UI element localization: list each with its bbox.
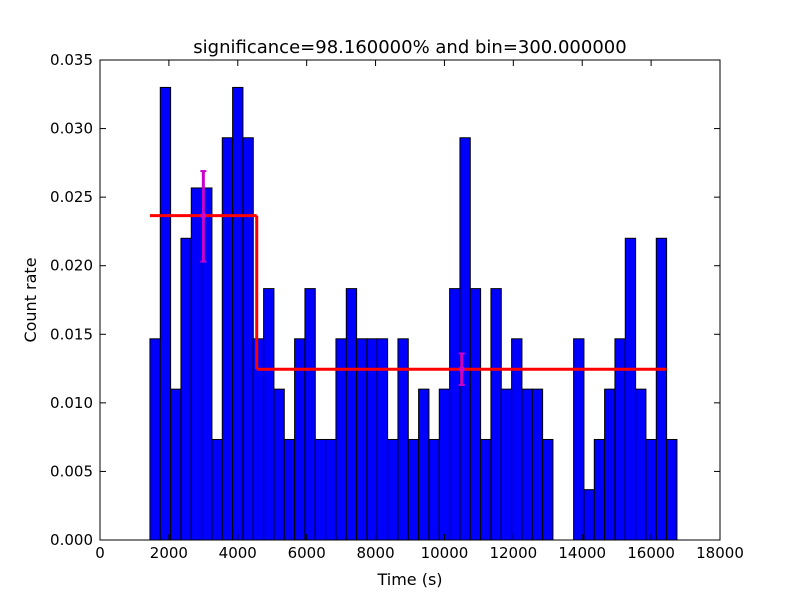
- histogram-bar: [314, 438, 327, 541]
- histogram-bar: [180, 237, 192, 541]
- histogram-bar: [490, 288, 502, 541]
- histogram-bar: [500, 388, 513, 541]
- histogram-bar: [325, 438, 337, 541]
- x-axis-ticks: 0 2000 4000 6000 8000 10000 12000 14000 16000 180…: [95, 60, 744, 562]
- histogram-bar: [449, 288, 461, 541]
- histogram-bar: [655, 237, 668, 541]
- x-tick-label: 0: [95, 544, 105, 562]
- histogram-bar: [149, 338, 161, 541]
- error-bar-point: [200, 212, 207, 219]
- y-tick-label: 0.020: [50, 257, 93, 275]
- histogram-bar: [480, 438, 492, 541]
- x-tick-label: 8000: [356, 544, 394, 562]
- x-tick-label: 18000: [696, 544, 744, 562]
- histogram-bar: [418, 388, 430, 541]
- histogram-bar: [635, 388, 647, 541]
- histogram-bar: [542, 438, 554, 541]
- histogram-bar: [345, 288, 358, 541]
- histogram-bar: [211, 438, 223, 541]
- y-tick-label: 0.005: [50, 462, 93, 480]
- histogram-bar: [604, 388, 616, 541]
- histogram-bar: [469, 288, 482, 541]
- histogram-bar: [273, 388, 285, 541]
- histogram-bar: [438, 388, 451, 541]
- histogram-bar: [624, 237, 637, 541]
- histogram-bar: [521, 388, 533, 541]
- histogram-bar: [263, 288, 275, 541]
- histogram-bars: [149, 86, 678, 541]
- y-tick-label: 0.015: [50, 325, 93, 343]
- histogram-bar: [583, 489, 595, 541]
- histogram-bar: [459, 137, 471, 541]
- y-tick-label: 0.035: [50, 51, 93, 69]
- y-tick-label: 0.010: [50, 394, 93, 412]
- histogram-bar: [531, 388, 544, 541]
- chart-title: significance=98.160000% and bin=300.0000…: [193, 37, 626, 58]
- x-tick-label: 6000: [288, 544, 326, 562]
- histogram-bar: [304, 288, 316, 541]
- histogram-bar: [221, 137, 234, 541]
- x-tick-label: 10000: [421, 544, 469, 562]
- x-tick-label: 16000: [627, 544, 675, 562]
- histogram-bar: [593, 438, 606, 541]
- histogram-bar: [407, 438, 420, 541]
- histogram-bar: [190, 187, 203, 541]
- x-axis-label: Time (s): [376, 570, 442, 589]
- histogram-bar: [232, 86, 244, 541]
- histogram-bar: [666, 438, 678, 541]
- error-bars: [200, 170, 465, 387]
- x-tick-label: 14000: [558, 544, 606, 562]
- histogram-bar: [645, 438, 657, 541]
- histogram-bar: [159, 86, 172, 541]
- histogram-bar: [428, 438, 440, 541]
- y-tick-label: 0.025: [50, 188, 93, 206]
- x-tick-label: 4000: [219, 544, 257, 562]
- x-tick-label: 2000: [150, 544, 188, 562]
- error-bar-point: [458, 366, 465, 373]
- histogram-bar: [387, 438, 399, 541]
- x-tick-label: 12000: [489, 544, 537, 562]
- histogram-bar: [242, 137, 254, 541]
- histogram-bar: [170, 388, 182, 541]
- y-tick-label: 0.000: [50, 531, 93, 549]
- y-axis-label: Count rate: [21, 257, 40, 342]
- histogram-bar: [283, 438, 296, 541]
- plot-frame: [99, 59, 721, 541]
- y-axis-ticks: 0.000 0.005 0.010 0.015 0.020 0.025 0.030 0.035: [50, 51, 720, 549]
- y-tick-label: 0.030: [50, 120, 93, 138]
